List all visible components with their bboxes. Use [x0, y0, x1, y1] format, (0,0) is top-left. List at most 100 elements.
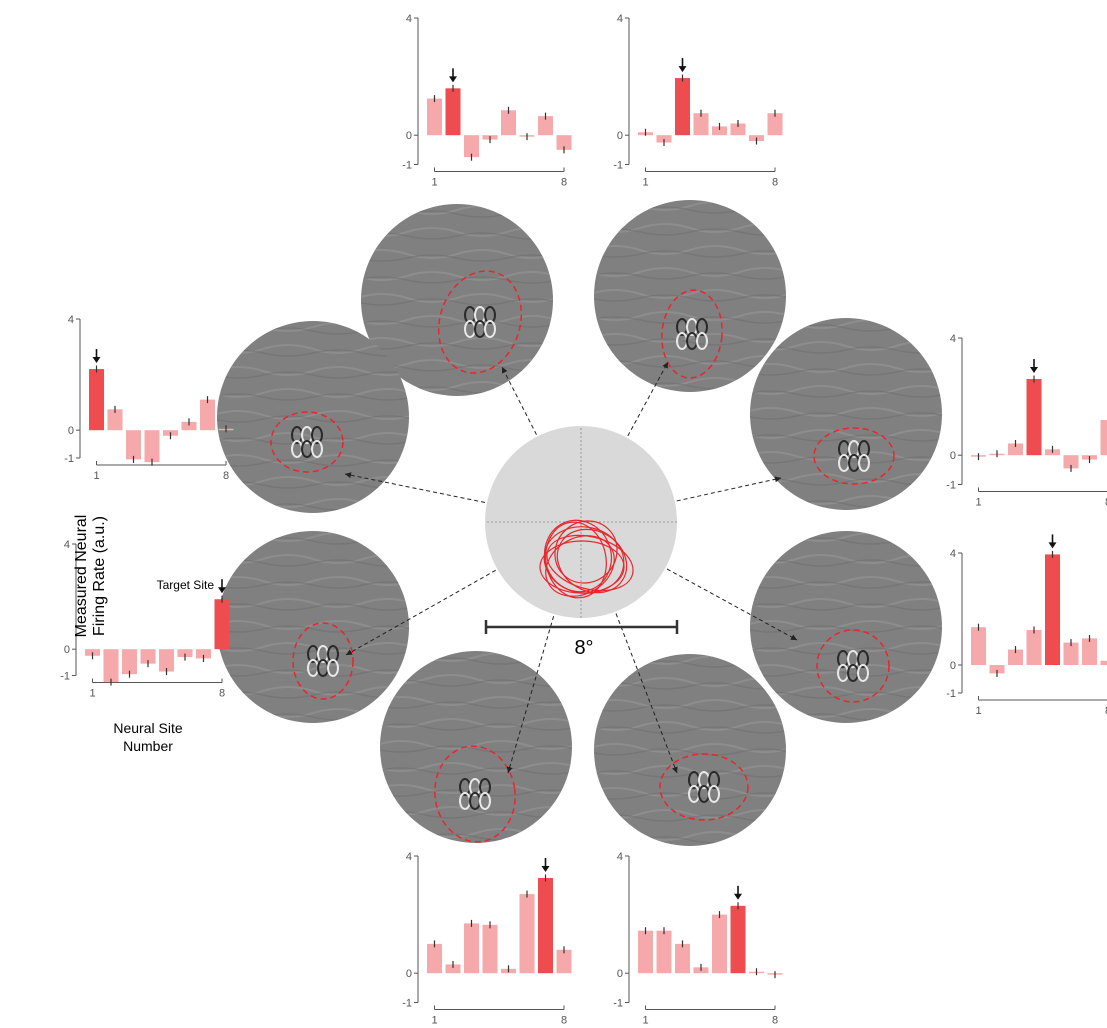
texture-stroke	[750, 456, 942, 464]
y-tick-label: -1	[60, 671, 70, 683]
stimulus-background	[750, 531, 942, 723]
x-tick-label: 8	[772, 177, 778, 189]
scale-bar: 8°	[484, 620, 679, 659]
stimulus-disc	[217, 531, 409, 723]
stimulus-disc	[750, 531, 942, 723]
texture-stroke	[217, 576, 409, 586]
target-bar	[538, 877, 553, 974]
bar	[140, 649, 156, 664]
bar	[971, 627, 986, 665]
texture-stroke	[594, 333, 786, 343]
stimulus-feature	[327, 645, 339, 663]
x-axis-title-line-1: Neural Site	[113, 720, 182, 736]
y-tick-label: -1	[402, 160, 412, 172]
bar	[1008, 443, 1023, 456]
texture-stroke	[217, 598, 409, 608]
bar	[482, 924, 498, 974]
stimulus-images	[217, 200, 942, 846]
rf-ellipse	[546, 534, 634, 592]
texture-stroke	[594, 743, 786, 753]
texture-stroke	[594, 289, 786, 299]
target-bar	[730, 905, 746, 974]
bar-chart-left-upper: 4 0 -1 1 8	[64, 314, 234, 482]
stimulus-feature	[858, 440, 870, 458]
stimulus-disc	[361, 204, 553, 396]
x-tick-label: 8	[1105, 705, 1107, 717]
texture-stroke	[594, 809, 786, 819]
texture-stroke	[594, 704, 786, 712]
texture-stroke	[217, 459, 409, 467]
stimulus-background	[361, 204, 553, 396]
texture-stroke	[380, 718, 572, 728]
texture-stroke	[380, 696, 572, 706]
y-tick-label: -1	[613, 998, 623, 1010]
bar	[989, 665, 1005, 674]
stimulus-texture	[217, 322, 409, 511]
x-tick-label: 8	[561, 177, 567, 189]
x-tick-label: 1	[975, 705, 981, 717]
bar	[1063, 642, 1079, 665]
y-axis-title-line-2: Firing Rate (a.u.)	[91, 516, 108, 636]
bar	[1082, 638, 1097, 665]
bar	[1100, 420, 1107, 456]
texture-stroke	[750, 620, 942, 630]
texture-stroke	[217, 664, 409, 674]
texture-stroke	[217, 559, 409, 567]
bar	[445, 964, 461, 974]
stimulus-disc	[380, 651, 572, 843]
texture-stroke	[750, 691, 942, 699]
stimulus-disc	[750, 318, 942, 510]
x-tick-label: 8	[223, 470, 229, 482]
texture-stroke	[217, 669, 409, 677]
texture-stroke	[361, 298, 553, 306]
texture-stroke	[594, 765, 786, 775]
texture-stroke	[750, 412, 942, 420]
x-tick-label: 8	[561, 1015, 567, 1027]
texture-stroke	[217, 349, 409, 357]
bar	[103, 649, 119, 683]
y-tick-label: -1	[946, 688, 956, 700]
bar	[767, 113, 783, 136]
texture-stroke	[217, 481, 409, 489]
texture-stroke	[217, 415, 409, 423]
texture-stroke	[217, 476, 409, 486]
stimulus-background	[217, 321, 409, 513]
texture-stroke	[361, 342, 553, 350]
texture-stroke	[594, 245, 786, 255]
bar-chart-top-right: 4 0 -1 1 8	[613, 13, 783, 189]
texture-stroke	[217, 454, 409, 464]
y-tick-label: -1	[946, 480, 956, 492]
rf-ellipse	[539, 540, 625, 594]
x-tick-label: 1	[89, 688, 95, 700]
target-arrow-head	[449, 76, 457, 83]
bar	[159, 649, 174, 672]
texture-stroke	[750, 390, 942, 398]
texture-stroke	[594, 682, 786, 690]
target-arrow-head	[678, 66, 687, 73]
texture-stroke	[361, 337, 553, 347]
texture-stroke	[380, 679, 572, 687]
x-tick-label: 1	[642, 177, 648, 189]
y-axis-title-line-1: Measured Neural	[73, 515, 90, 638]
texture-stroke	[594, 294, 786, 302]
target-bar	[214, 599, 230, 650]
texture-stroke	[594, 721, 786, 731]
bar-chart-top-left: 4 0 -1 1 8	[402, 13, 572, 189]
texture-stroke	[750, 647, 942, 655]
stimulus-feature	[708, 771, 720, 789]
connector-arrow	[580, 476, 782, 523]
target-arrow-head	[541, 865, 550, 872]
texture-stroke	[594, 228, 786, 236]
target-arrow-head	[218, 587, 226, 594]
target-bar	[675, 78, 690, 136]
texture-stroke	[380, 784, 572, 794]
x-tick-label: 1	[642, 1015, 648, 1027]
texture-stroke	[594, 355, 786, 365]
y-tick-label: 4	[406, 13, 412, 25]
stimulus-disc	[594, 654, 786, 846]
y-tick-label: 0	[950, 660, 956, 672]
texture-stroke	[361, 249, 553, 259]
texture-stroke	[361, 271, 553, 281]
texture-stroke	[750, 664, 942, 674]
bar-chart-bottom-left: 4 0 -1 1 8	[402, 851, 572, 1027]
